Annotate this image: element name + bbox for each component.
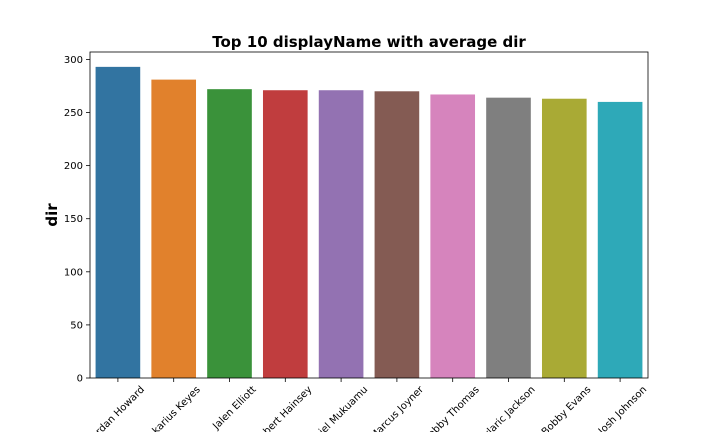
x-tick-label-1: Jakarius Keyes <box>143 384 202 432</box>
x-tick-label-6: Bobby Thomas <box>421 384 481 432</box>
y-tick-label-1: 50 <box>70 320 83 331</box>
bar-7 <box>486 97 531 378</box>
x-tick-label-3: Robert Hainsey <box>253 384 315 432</box>
plot-frame <box>89 51 649 379</box>
bar-9 <box>597 101 643 378</box>
x-tick-label-8: Bobby Evans <box>540 384 594 432</box>
y-axis: 0 50 100 150 200 250 300 <box>64 55 90 385</box>
chart-title: Top 10 displayName with average dir <box>212 33 526 51</box>
x-tick-label-2: Jalen Elliott <box>210 384 258 432</box>
x-tick-label-7: Jaylaric Jackson <box>474 384 537 432</box>
y-tick-label-0: 0 <box>77 374 83 385</box>
bar-8 <box>541 98 587 378</box>
bar-4 <box>318 90 364 378</box>
bar-2 <box>207 89 252 378</box>
y-tick-label-3: 150 <box>64 214 83 225</box>
bar-1 <box>151 79 197 378</box>
bar-5 <box>374 91 420 378</box>
x-tick-label-9: Josh Johnson <box>596 384 649 432</box>
bar-0 <box>95 66 141 378</box>
y-tick-label-5: 250 <box>64 108 83 119</box>
x-tick-label-0: Jordan Howard <box>87 384 147 432</box>
y-axis-label: dir <box>43 203 61 227</box>
y-tick-label-2: 100 <box>64 267 83 278</box>
y-tick-label-4: 200 <box>64 161 83 172</box>
x-tick-label-5: Marcus Joyner <box>368 384 426 432</box>
bars-group <box>95 66 643 378</box>
bar-3 <box>262 90 308 378</box>
y-tick-label-6: 300 <box>64 55 83 66</box>
bar-6 <box>430 94 476 378</box>
